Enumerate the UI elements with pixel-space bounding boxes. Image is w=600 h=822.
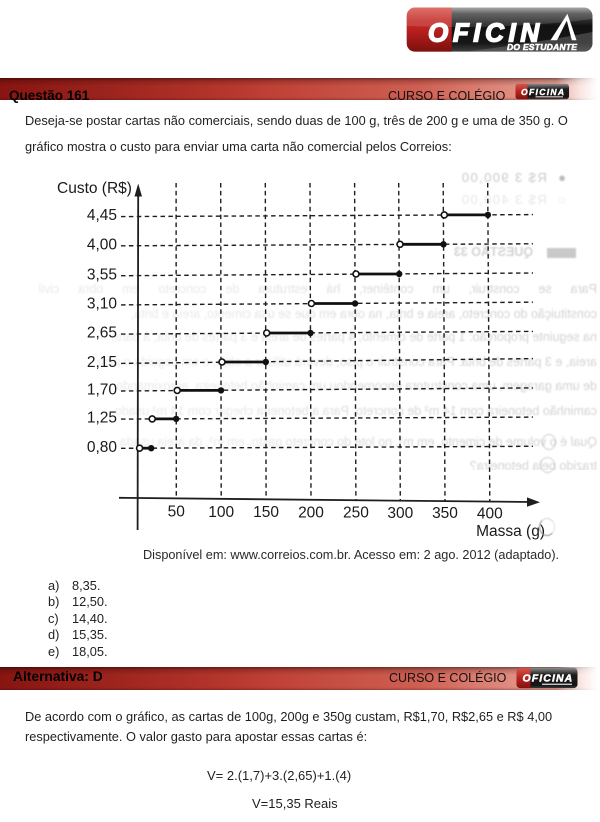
svg-text:OFICINA: OFICINA (521, 87, 565, 97)
svg-text:4,45: 4,45 (87, 207, 117, 224)
svg-text:DO ESTUDANTE: DO ESTUDANTE (507, 42, 577, 52)
svg-text:0,80: 0,80 (87, 439, 118, 456)
svg-text:OFICINA: OFICINA (523, 673, 574, 685)
svg-text:300: 300 (387, 505, 413, 522)
svg-text:3,10: 3,10 (87, 296, 118, 313)
svg-text:2,65: 2,65 (87, 325, 117, 342)
svg-text:Massa (g): Massa (g) (476, 523, 545, 540)
svg-text:150: 150 (253, 504, 279, 521)
svg-text:OFICIN: OFICIN (428, 18, 544, 48)
svg-text:3,55: 3,55 (87, 266, 117, 283)
svg-text:400: 400 (477, 505, 503, 522)
svg-text:Custo (R$): Custo (R$) (57, 180, 132, 197)
svg-text:350: 350 (432, 505, 458, 522)
svg-text:50: 50 (168, 504, 186, 521)
svg-text:250: 250 (343, 505, 369, 522)
svg-text:1,70: 1,70 (87, 382, 118, 399)
svg-text:100: 100 (208, 504, 234, 521)
svg-text:4,00: 4,00 (87, 236, 118, 253)
svg-text:1,25: 1,25 (87, 410, 117, 427)
svg-text:2,15: 2,15 (87, 354, 117, 371)
svg-text:200: 200 (298, 504, 324, 521)
